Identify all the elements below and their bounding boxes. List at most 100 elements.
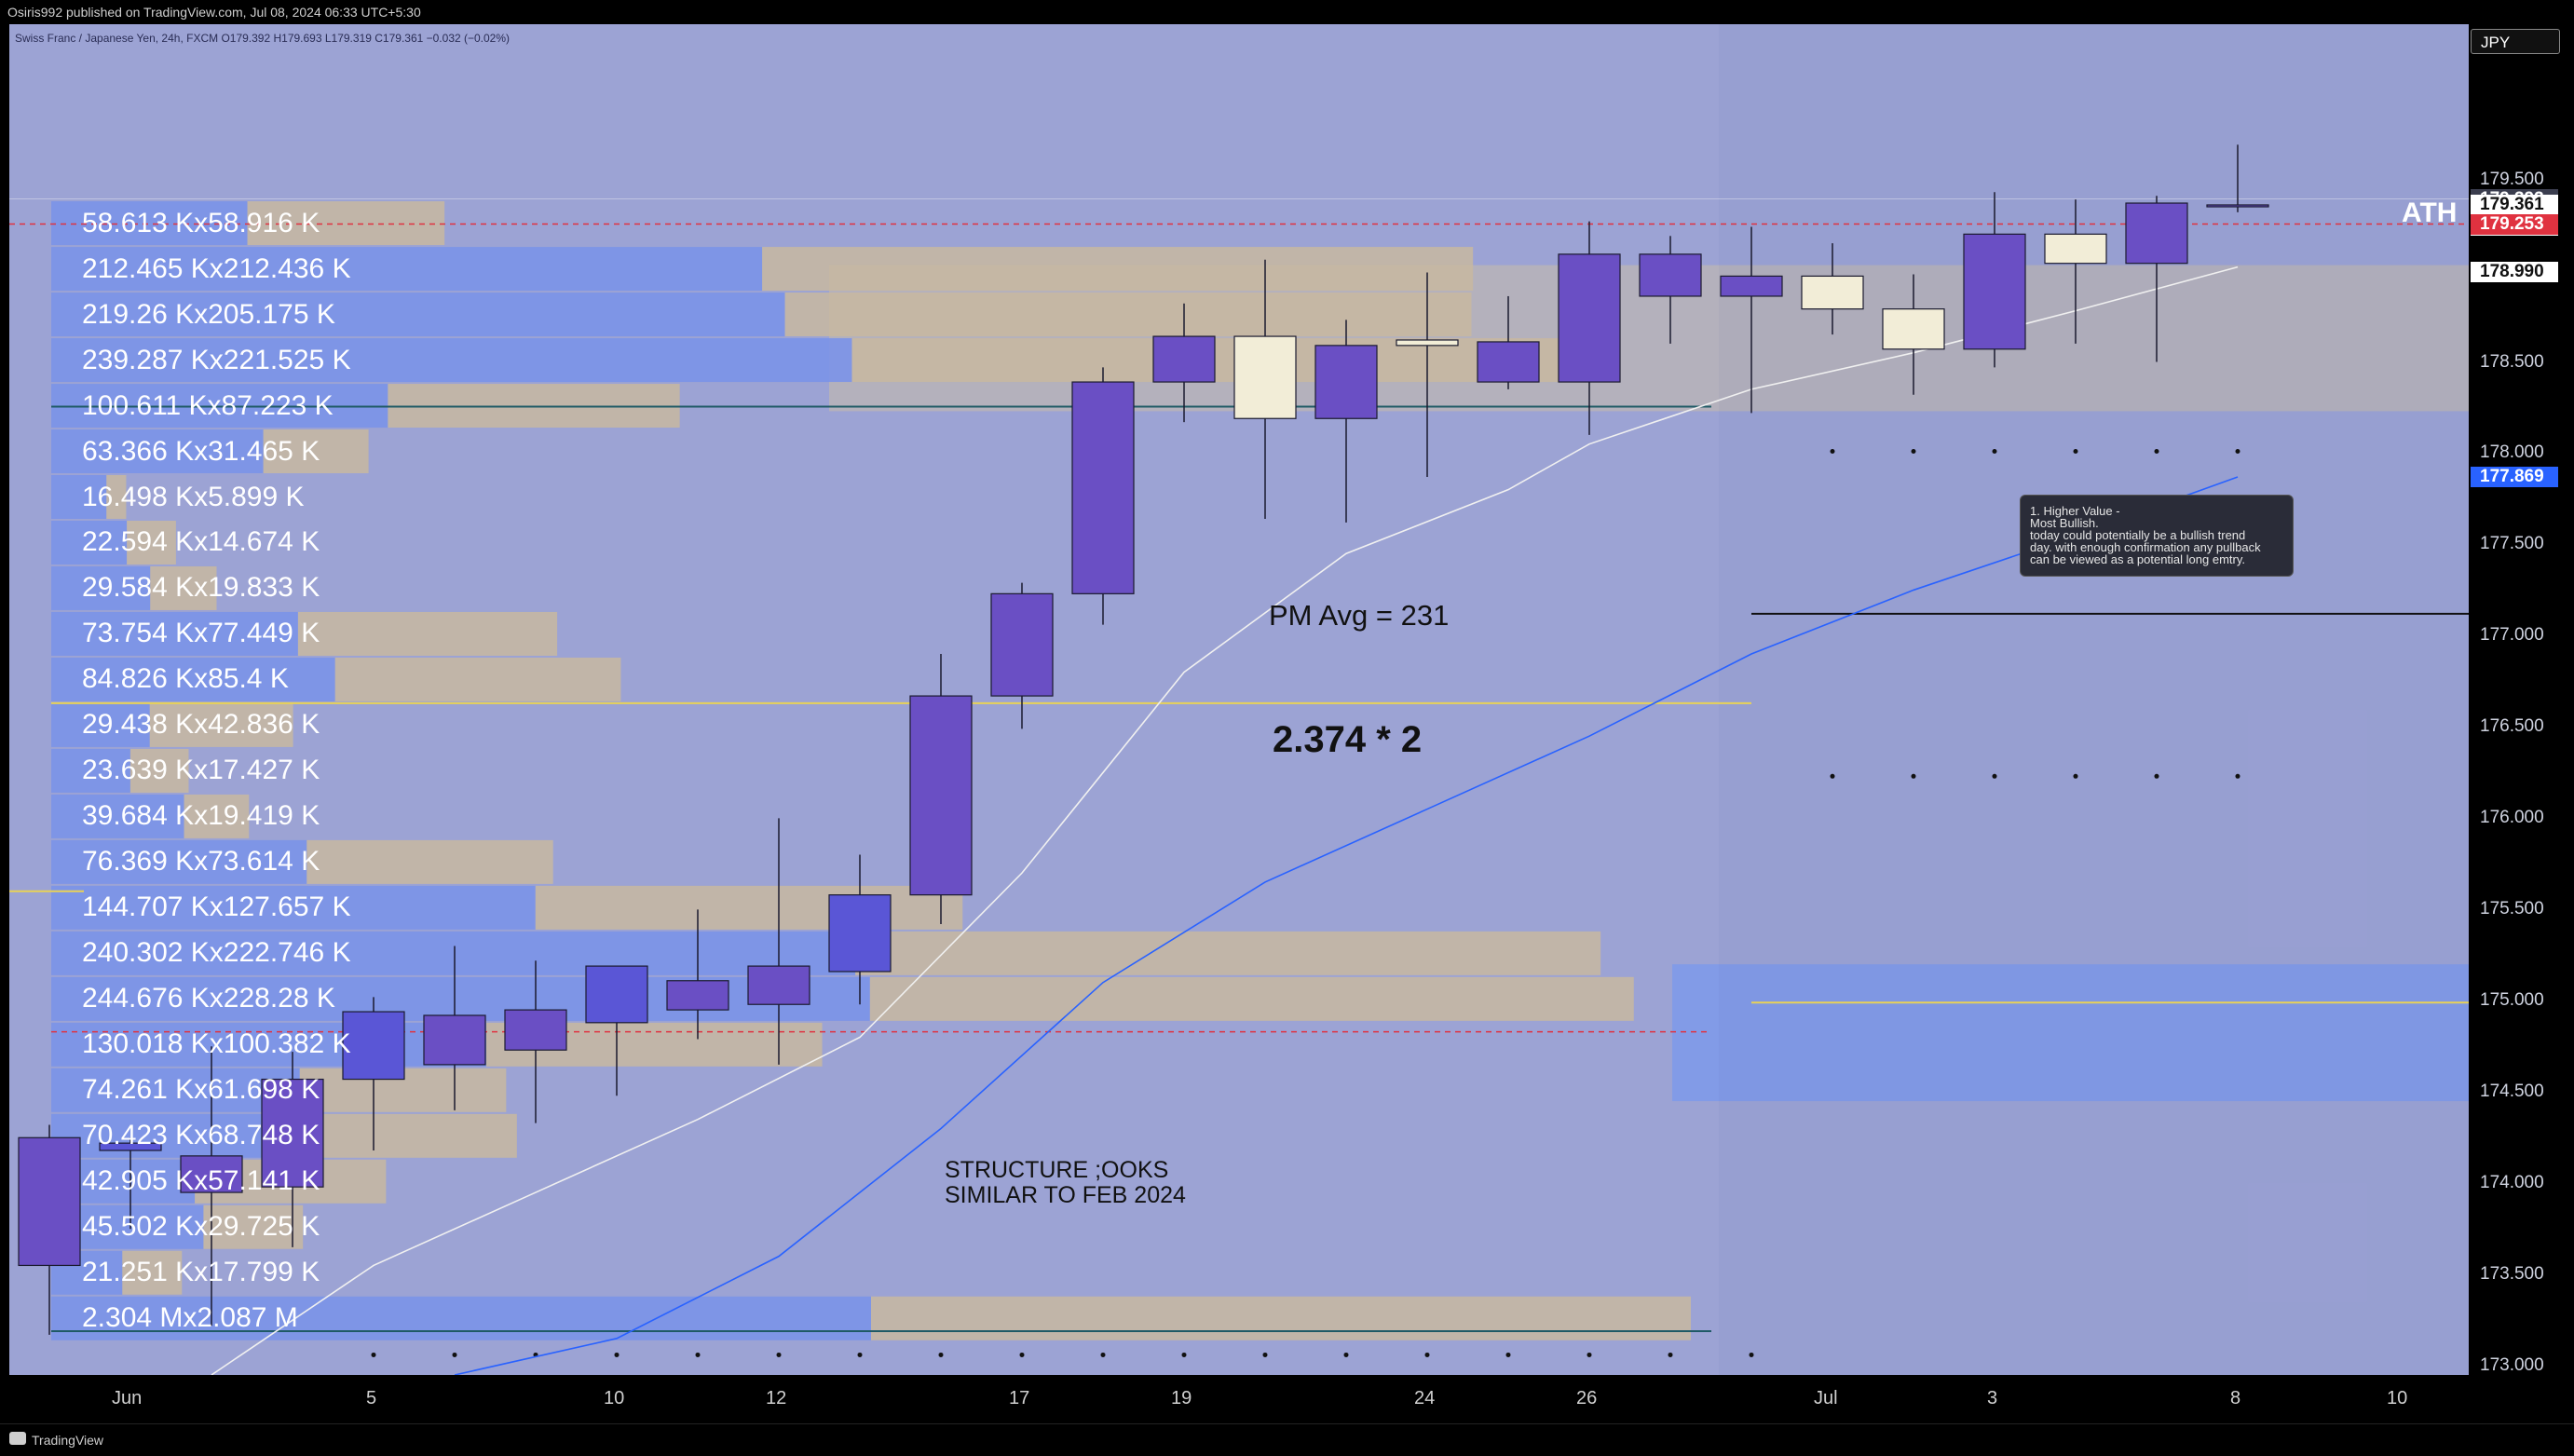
candle-body-16: [1314, 345, 1378, 419]
price-tick-10: 174.000: [2480, 1173, 2544, 1193]
candle-body-21: [1720, 275, 1783, 297]
ratio-annotation[interactable]: 2.374 * 2: [1273, 719, 1423, 760]
candle-body-20: [1639, 253, 1702, 297]
volume-profile-label-13: 39.684 Kx19.419 K: [82, 800, 320, 832]
volume-profile-label-15: 144.707 Kx127.657 K: [82, 891, 351, 923]
marker-dot-1-22: [1830, 773, 1835, 779]
time-tick-0: Jun: [112, 1388, 143, 1408]
volume-buy-bar-19: [51, 1068, 300, 1112]
volume-buy-bar-9: [51, 611, 298, 656]
volume-buy-bar-5: [51, 429, 264, 474]
volume-sell-bar-12: [129, 748, 189, 793]
pm-avg-annotation[interactable]: PM Avg = 231: [1269, 599, 1450, 632]
ema-slow-line: [454, 476, 2239, 1375]
marker-dot-2-13: [1100, 1352, 1106, 1357]
price-tick-7: 175.500: [2480, 899, 2544, 919]
volume-sell-bar-2: [784, 293, 1472, 337]
price-tick-3: 177.500: [2480, 534, 2544, 554]
publisher-text: Osiris992 published on TradingView.com, …: [7, 5, 421, 20]
marker-dot-2-17: [1424, 1352, 1430, 1357]
chart-plot-area[interactable]: Swiss Franc / Japanese Yen, 24h, FXCM O1…: [9, 24, 2469, 1375]
candlestick-chart[interactable]: [9, 24, 2469, 1375]
candle-body-1: [99, 1142, 162, 1151]
marker-dot-0-25: [2073, 449, 2078, 455]
volume-sell-bar-11: [149, 702, 293, 747]
volume-buy-bar-6: [51, 475, 107, 519]
ath-label[interactable]: ATH: [2402, 197, 2458, 228]
volume-sell-bar-9: [297, 611, 558, 656]
volume-buy-bar-16: [51, 931, 856, 975]
candle-body-10: [828, 894, 892, 973]
candle-body-5: [423, 1014, 486, 1066]
marker-dot-1-27: [2235, 773, 2240, 779]
structure-line-2: SIMILAR TO FEB 2024: [945, 1182, 1186, 1208]
volume-buy-bar-15: [51, 885, 536, 930]
volume-buy-bar-2: [51, 293, 785, 337]
footer-bar: TradingView: [0, 1423, 2574, 1456]
candle-body-19: [1558, 253, 1621, 383]
volume-sell-bar-24: [871, 1296, 1691, 1340]
marker-dot-2-20: [1668, 1352, 1673, 1357]
price-tick-9: 174.500: [2480, 1082, 2544, 1102]
symbol-info: Swiss Franc / Japanese Yen, 24h, FXCM O1…: [15, 32, 511, 45]
time-tick-8: Jul: [1814, 1388, 1838, 1408]
volume-sell-bar-13: [184, 794, 250, 838]
time-tick-6: 24: [1414, 1388, 1436, 1408]
candle-body-4: [342, 1011, 405, 1081]
price-tick-12: 173.000: [2480, 1355, 2544, 1376]
volume-buy-bar-7: [51, 520, 128, 565]
volume-buy-bar-11: [51, 702, 150, 747]
marker-dot-1-23: [1911, 773, 1916, 779]
candle-body-11: [909, 695, 973, 896]
volume-profile-label-19: 74.261 Kx61.698 K: [82, 1074, 320, 1106]
volume-profile-label-9: 73.754 Kx77.449 K: [82, 618, 320, 649]
trade-note-callout[interactable]: 1. Higher Value - Most Bullish. today co…: [2020, 495, 2294, 577]
time-tick-3: 12: [766, 1388, 787, 1408]
volume-profile-label-11: 29.438 Kx42.836 K: [82, 709, 320, 741]
volume-sell-bar-5: [263, 429, 369, 474]
marker-dot-2-15: [1262, 1352, 1268, 1357]
volume-profile-label-24: 2.304 Mx2.087 M: [82, 1302, 298, 1334]
structure-annotation[interactable]: STRUCTURE ;OOKS SIMILAR TO FEB 2024: [945, 1158, 1186, 1208]
publish-bar: Osiris992 published on TradingView.com, …: [0, 0, 2574, 24]
time-tick-1: 5: [366, 1388, 377, 1408]
candle-body-15: [1233, 335, 1297, 419]
volume-buy-bar-1: [51, 247, 763, 292]
volume-profile-label-21: 42.905 Kx57.141 K: [82, 1165, 320, 1197]
price-label-4: 178.990: [2471, 262, 2558, 283]
volume-profile-label-3: 239.287 Kx221.525 K: [82, 344, 351, 375]
volume-buy-bar-17: [51, 976, 870, 1021]
marker-dot-0-26: [2154, 449, 2159, 455]
candle-body-26: [2125, 202, 2188, 265]
volume-buy-bar-3: [51, 338, 852, 383]
marker-dot-0-27: [2235, 449, 2240, 455]
candle-body-2: [180, 1155, 243, 1193]
volume-profile-label-23: 21.251 Kx17.799 K: [82, 1257, 320, 1288]
volume-buy-bar-8: [51, 565, 151, 610]
ema-fast-line: [211, 265, 2239, 1375]
marker-dot-1-25: [2073, 773, 2078, 779]
candle-body-6: [504, 1009, 567, 1051]
volume-sell-bar-1: [762, 247, 1474, 292]
candle-body-7: [585, 965, 648, 1024]
footer-brand: TradingView: [32, 1433, 104, 1448]
volume-sell-bar-17: [869, 976, 1634, 1021]
marker-dot-2-7: [614, 1352, 620, 1357]
marker-dot-2-16: [1343, 1352, 1349, 1357]
price-tick-1: 178.500: [2480, 351, 2544, 372]
volume-sell-bar-0: [247, 201, 445, 246]
volume-profile-label-4: 100.611 Kx87.223 K: [82, 389, 334, 421]
note-line-3: today could potentially be a bullish tre…: [2030, 528, 2246, 542]
currency-selector[interactable]: JPY: [2471, 29, 2560, 54]
structure-line-1: STRUCTURE ;OOKS: [945, 1157, 1169, 1183]
price-axis[interactable]: [2469, 24, 2565, 1375]
price-tick-2: 178.000: [2480, 442, 2544, 463]
price-tick-11: 173.500: [2480, 1264, 2544, 1285]
volume-buy-bar-14: [51, 839, 307, 884]
marker-dot-2-10: [857, 1352, 863, 1357]
time-axis[interactable]: [0, 1375, 2574, 1423]
volume-sell-bar-6: [106, 475, 127, 519]
time-tick-5: 19: [1171, 1388, 1192, 1408]
volume-buy-bar-20: [51, 1113, 287, 1158]
volume-profile-label-1: 212.465 Kx212.436 K: [82, 252, 351, 284]
